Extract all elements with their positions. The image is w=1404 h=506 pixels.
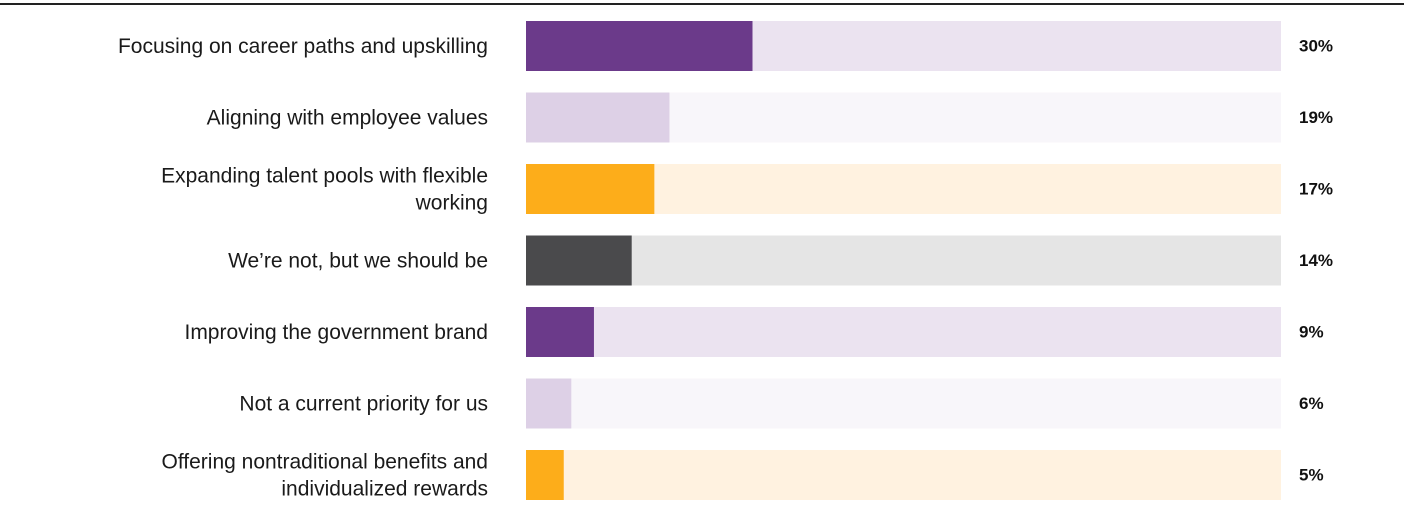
category-label-line: Improving the government brand <box>184 321 488 344</box>
value-label: 5% <box>1299 466 1324 485</box>
bar <box>526 21 753 71</box>
category-label: Aligning with employee values <box>207 106 488 129</box>
bar-track <box>526 450 1281 500</box>
bar-track <box>526 307 1281 357</box>
category-label: Improving the government brand <box>184 321 488 344</box>
value-label: 30% <box>1299 37 1333 56</box>
bar <box>526 378 572 429</box>
value-label: 6% <box>1299 394 1324 413</box>
category-label: Expanding talent pools with flexible work… <box>161 164 488 214</box>
value-label: 9% <box>1299 323 1324 342</box>
category-label-line: We’re not, but we should be <box>228 249 488 272</box>
category-label: Offering nontraditional benefits and indi… <box>161 450 488 500</box>
category-label-line: Focusing on career paths and upskilling <box>118 35 488 58</box>
bar-track <box>526 378 1281 429</box>
category-label-line: Offering nontraditional benefits and <box>161 450 488 473</box>
bars-layer: Focusing on career paths and upskilling 3… <box>118 21 1333 500</box>
category-label-line: Not a current priority for us <box>239 392 488 415</box>
category-label: We’re not, but we should be <box>228 249 488 272</box>
bar <box>526 450 564 500</box>
value-label: 19% <box>1299 108 1333 127</box>
value-label: 17% <box>1299 180 1333 199</box>
category-label-line: individualized rewards <box>281 477 488 500</box>
category-label: Not a current priority for us <box>239 392 488 415</box>
value-label: 14% <box>1299 251 1333 270</box>
category-label-line: Expanding talent pools with flexible <box>161 164 488 187</box>
bar <box>526 92 670 143</box>
category-label-line: Aligning with employee values <box>207 106 488 129</box>
bar <box>526 164 655 214</box>
category-label-line: working <box>415 191 488 214</box>
bar-track <box>526 235 1281 286</box>
bar <box>526 307 594 357</box>
category-label: Focusing on career paths and upskilling <box>118 35 488 58</box>
bar <box>526 235 632 286</box>
